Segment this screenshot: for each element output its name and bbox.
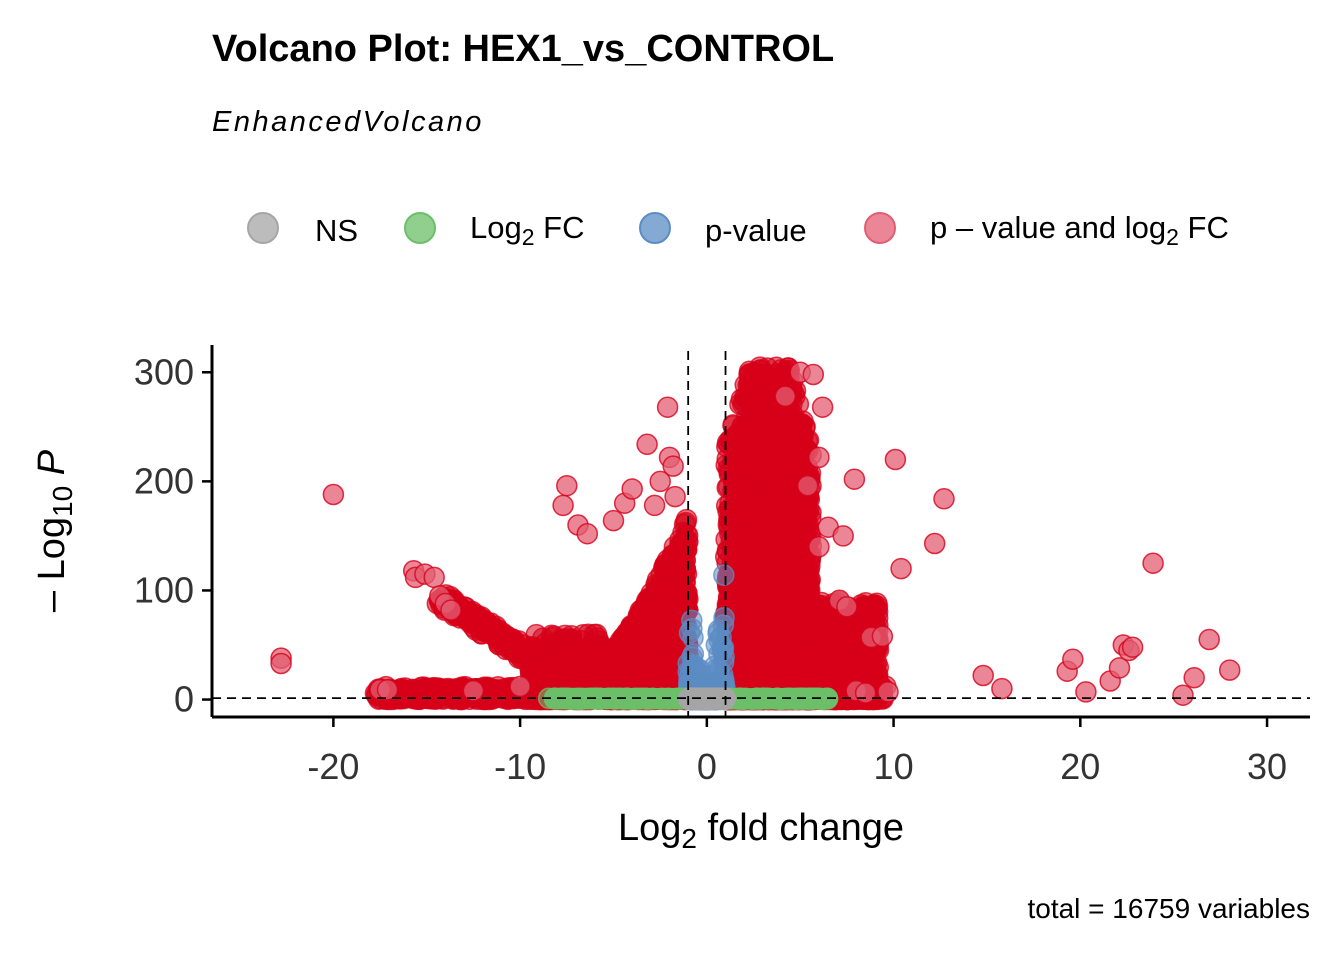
point-pfc [675,508,698,531]
legend: NS Log2 FC p-value p – value and log2 FC [247,210,1229,250]
legend-marker [247,212,279,244]
data-points [270,356,1241,711]
point-pfc [622,651,644,673]
point-pfc [779,599,802,621]
point-pfc [646,637,668,660]
point-pfc [803,596,825,618]
legend-label: p – value and log2 FC [930,210,1229,250]
legend-label: NS [315,213,358,248]
legend-item-fc: Log2 FC [404,210,584,250]
point-pfc [769,449,791,472]
chart-title: Volcano Plot: HEX1_vs_CONTROL [212,28,835,70]
point-pfc [808,640,830,663]
legend-marker [639,212,671,244]
point-pfc [617,623,640,645]
legend-item-p: p-value [639,212,807,248]
legend-item-ns: NS [247,212,358,248]
point-pfc [759,405,782,428]
point-pfc [656,664,679,686]
legend-label: Log2 FC [470,210,584,250]
point-pfc [729,393,751,416]
point-pfc [763,584,786,607]
point-pfc [866,601,889,623]
point-pfc [745,584,767,607]
legend-marker [864,212,896,244]
point-pfc [768,367,791,389]
point-pfc [743,538,765,561]
point-pfc [762,543,785,565]
point-pfc [743,513,766,536]
point-pfc [829,644,852,666]
legend-label: p-value [705,213,807,248]
point-pfc [740,428,763,450]
chart-subtitle: EnhancedVolcano [212,106,484,138]
point-pfc [761,502,783,525]
point-pfc [782,568,805,590]
point-pfc [717,476,740,498]
legend-item-pfc: p – value and log2 FC [864,210,1229,250]
legend-marker [404,212,436,244]
point-pfc [655,576,677,598]
point-pfc [740,631,762,654]
